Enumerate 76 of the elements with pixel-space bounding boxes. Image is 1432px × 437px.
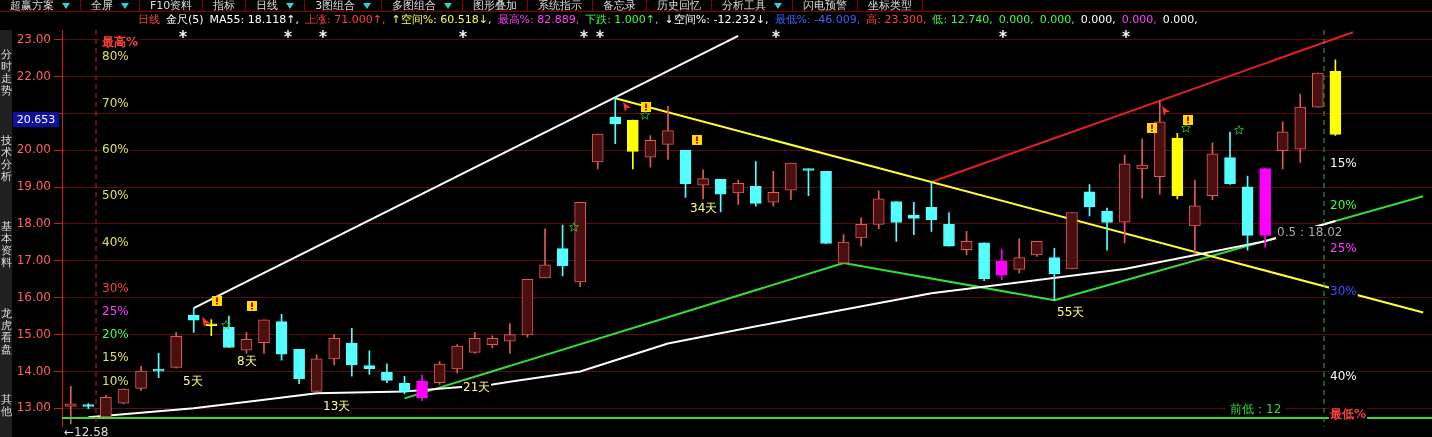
y2-tick-label: 60% bbox=[102, 142, 129, 157]
text: 0.000, bbox=[1080, 12, 1116, 28]
y2-tick-label: 70% bbox=[102, 95, 129, 110]
candlestick bbox=[697, 169, 709, 200]
y-tick-label: 17.00 bbox=[16, 252, 51, 267]
y2-axis-title: 最高% bbox=[101, 35, 139, 50]
y2-tick-label: 30% bbox=[102, 280, 129, 295]
text: 高: 23.300, bbox=[866, 12, 927, 28]
y3-tick-label: 30% bbox=[1330, 283, 1357, 298]
y3-axis-title: 最低% bbox=[1329, 406, 1367, 421]
annotation: 21天 bbox=[462, 380, 492, 394]
text: 0.000, bbox=[1162, 12, 1198, 28]
annotation: 5天 bbox=[182, 374, 204, 388]
y2-tick-label: 50% bbox=[102, 188, 129, 203]
y3-tick-label: 40% bbox=[1330, 369, 1357, 384]
text: 指标 bbox=[213, 0, 236, 12]
text: F10资料 bbox=[150, 0, 193, 12]
y3-tick-label: 25% bbox=[1330, 241, 1357, 256]
ref-line-label: 前低：12 bbox=[1230, 402, 1282, 417]
text: 多图组合 bbox=[392, 0, 437, 12]
text: 分时走势 bbox=[0, 48, 12, 98]
text: 日线 bbox=[138, 12, 160, 28]
text: 3图组合 bbox=[315, 0, 356, 12]
text: 日线 bbox=[256, 0, 279, 12]
y3-tick-label: 15% bbox=[1330, 155, 1357, 170]
text: 20.653 bbox=[13, 112, 59, 127]
text: 龙虎看盘 bbox=[0, 306, 12, 356]
text: 0.000, bbox=[998, 12, 1034, 28]
annotation: 55天 bbox=[1056, 305, 1086, 319]
annotation: ←12.58 bbox=[63, 425, 110, 437]
text: 历史回忆 bbox=[657, 0, 702, 12]
text: 技术分析 bbox=[0, 134, 12, 184]
text: 最高%: 82.889, bbox=[497, 12, 580, 28]
text: 金尺(5) bbox=[166, 12, 204, 28]
y-tick-label: 14.00 bbox=[16, 363, 51, 378]
text: 坐标类型 bbox=[868, 0, 913, 12]
annotation: 8天 bbox=[236, 354, 258, 368]
text: 最低%: -46.009, bbox=[774, 12, 861, 28]
candlestick bbox=[908, 201, 920, 235]
text: 基本资料 bbox=[0, 220, 12, 270]
text: 上涨: 71.000↑, bbox=[305, 12, 386, 28]
text: 分析工具 bbox=[722, 0, 767, 12]
y-tick-label: 13.00 bbox=[16, 400, 51, 415]
text: ↓空间%: -12.232↓, bbox=[664, 12, 769, 28]
candlestick bbox=[504, 323, 516, 354]
text: 系统指示 bbox=[538, 0, 583, 12]
y-tick-label: 18.00 bbox=[16, 216, 51, 231]
text: 0.000, bbox=[1039, 12, 1075, 28]
y-tick-label: 22.00 bbox=[16, 68, 51, 83]
candlestick bbox=[187, 307, 200, 333]
text: 闪电预警 bbox=[803, 0, 848, 12]
y2-tick-label: 80% bbox=[102, 49, 129, 64]
text: 其他 bbox=[0, 392, 12, 418]
annotation: 13天 bbox=[322, 399, 352, 413]
text: 下跌: 1.000↑, bbox=[585, 12, 659, 28]
y-tick-label: 20.00 bbox=[16, 142, 51, 157]
y2-tick-label: 25% bbox=[102, 304, 129, 319]
text: ↑空间%: 60.518↓, bbox=[391, 12, 492, 28]
annotation: 0.5：18.02 bbox=[1276, 225, 1344, 239]
y-tick-label: 15.00 bbox=[16, 326, 51, 341]
text: 0.000, bbox=[1121, 12, 1157, 28]
text: 低: 12.740, bbox=[932, 12, 993, 28]
text: 超赢方案 bbox=[10, 0, 54, 12]
text: MA55: 18.118↑, bbox=[209, 12, 300, 28]
text: 全屏 bbox=[91, 0, 113, 12]
y-tick-label: 23.00 bbox=[16, 31, 51, 46]
annotation: 34天 bbox=[689, 201, 719, 215]
y-tick-label: 19.00 bbox=[16, 179, 51, 194]
y-tick-label: 16.00 bbox=[16, 289, 51, 304]
y3-tick-label: 20% bbox=[1330, 198, 1357, 213]
text: 备忘录 bbox=[603, 0, 637, 12]
y2-tick-label: 10% bbox=[102, 373, 129, 388]
text: 图形叠加 bbox=[473, 0, 518, 12]
y2-tick-label: 20% bbox=[102, 327, 129, 342]
y2-tick-label: 40% bbox=[102, 234, 129, 249]
y2-tick-label: 15% bbox=[102, 350, 129, 365]
